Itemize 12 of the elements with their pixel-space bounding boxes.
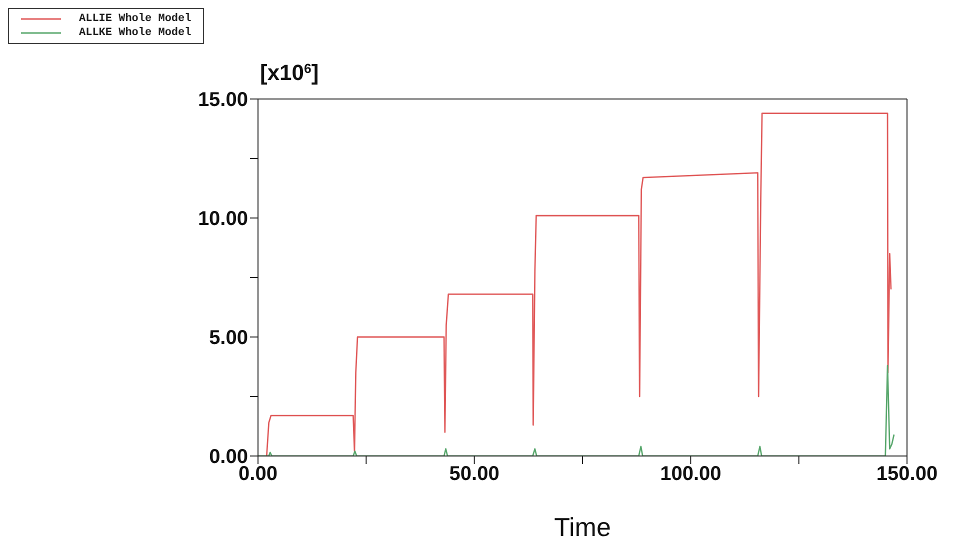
line-series xyxy=(266,112,892,456)
y-tick-label: 10.00 xyxy=(198,208,248,230)
x-tick-label: 150.00 xyxy=(876,463,938,486)
x-tick-label: 0.00 xyxy=(238,463,278,486)
y-axis-title: [x10$^{6}$] xyxy=(260,60,319,85)
x-tick-label: 100.00 xyxy=(660,463,722,486)
x-tick-label: 50.00 xyxy=(449,463,500,486)
x-axis-title: Time xyxy=(554,512,611,542)
y-tick-label: 5.00 xyxy=(209,327,248,350)
legend-label: ALLKE Whole Model xyxy=(79,26,192,40)
y-tick-label: 15.00 xyxy=(198,89,248,112)
legend-label: ALLIE Whole Model xyxy=(79,12,192,26)
